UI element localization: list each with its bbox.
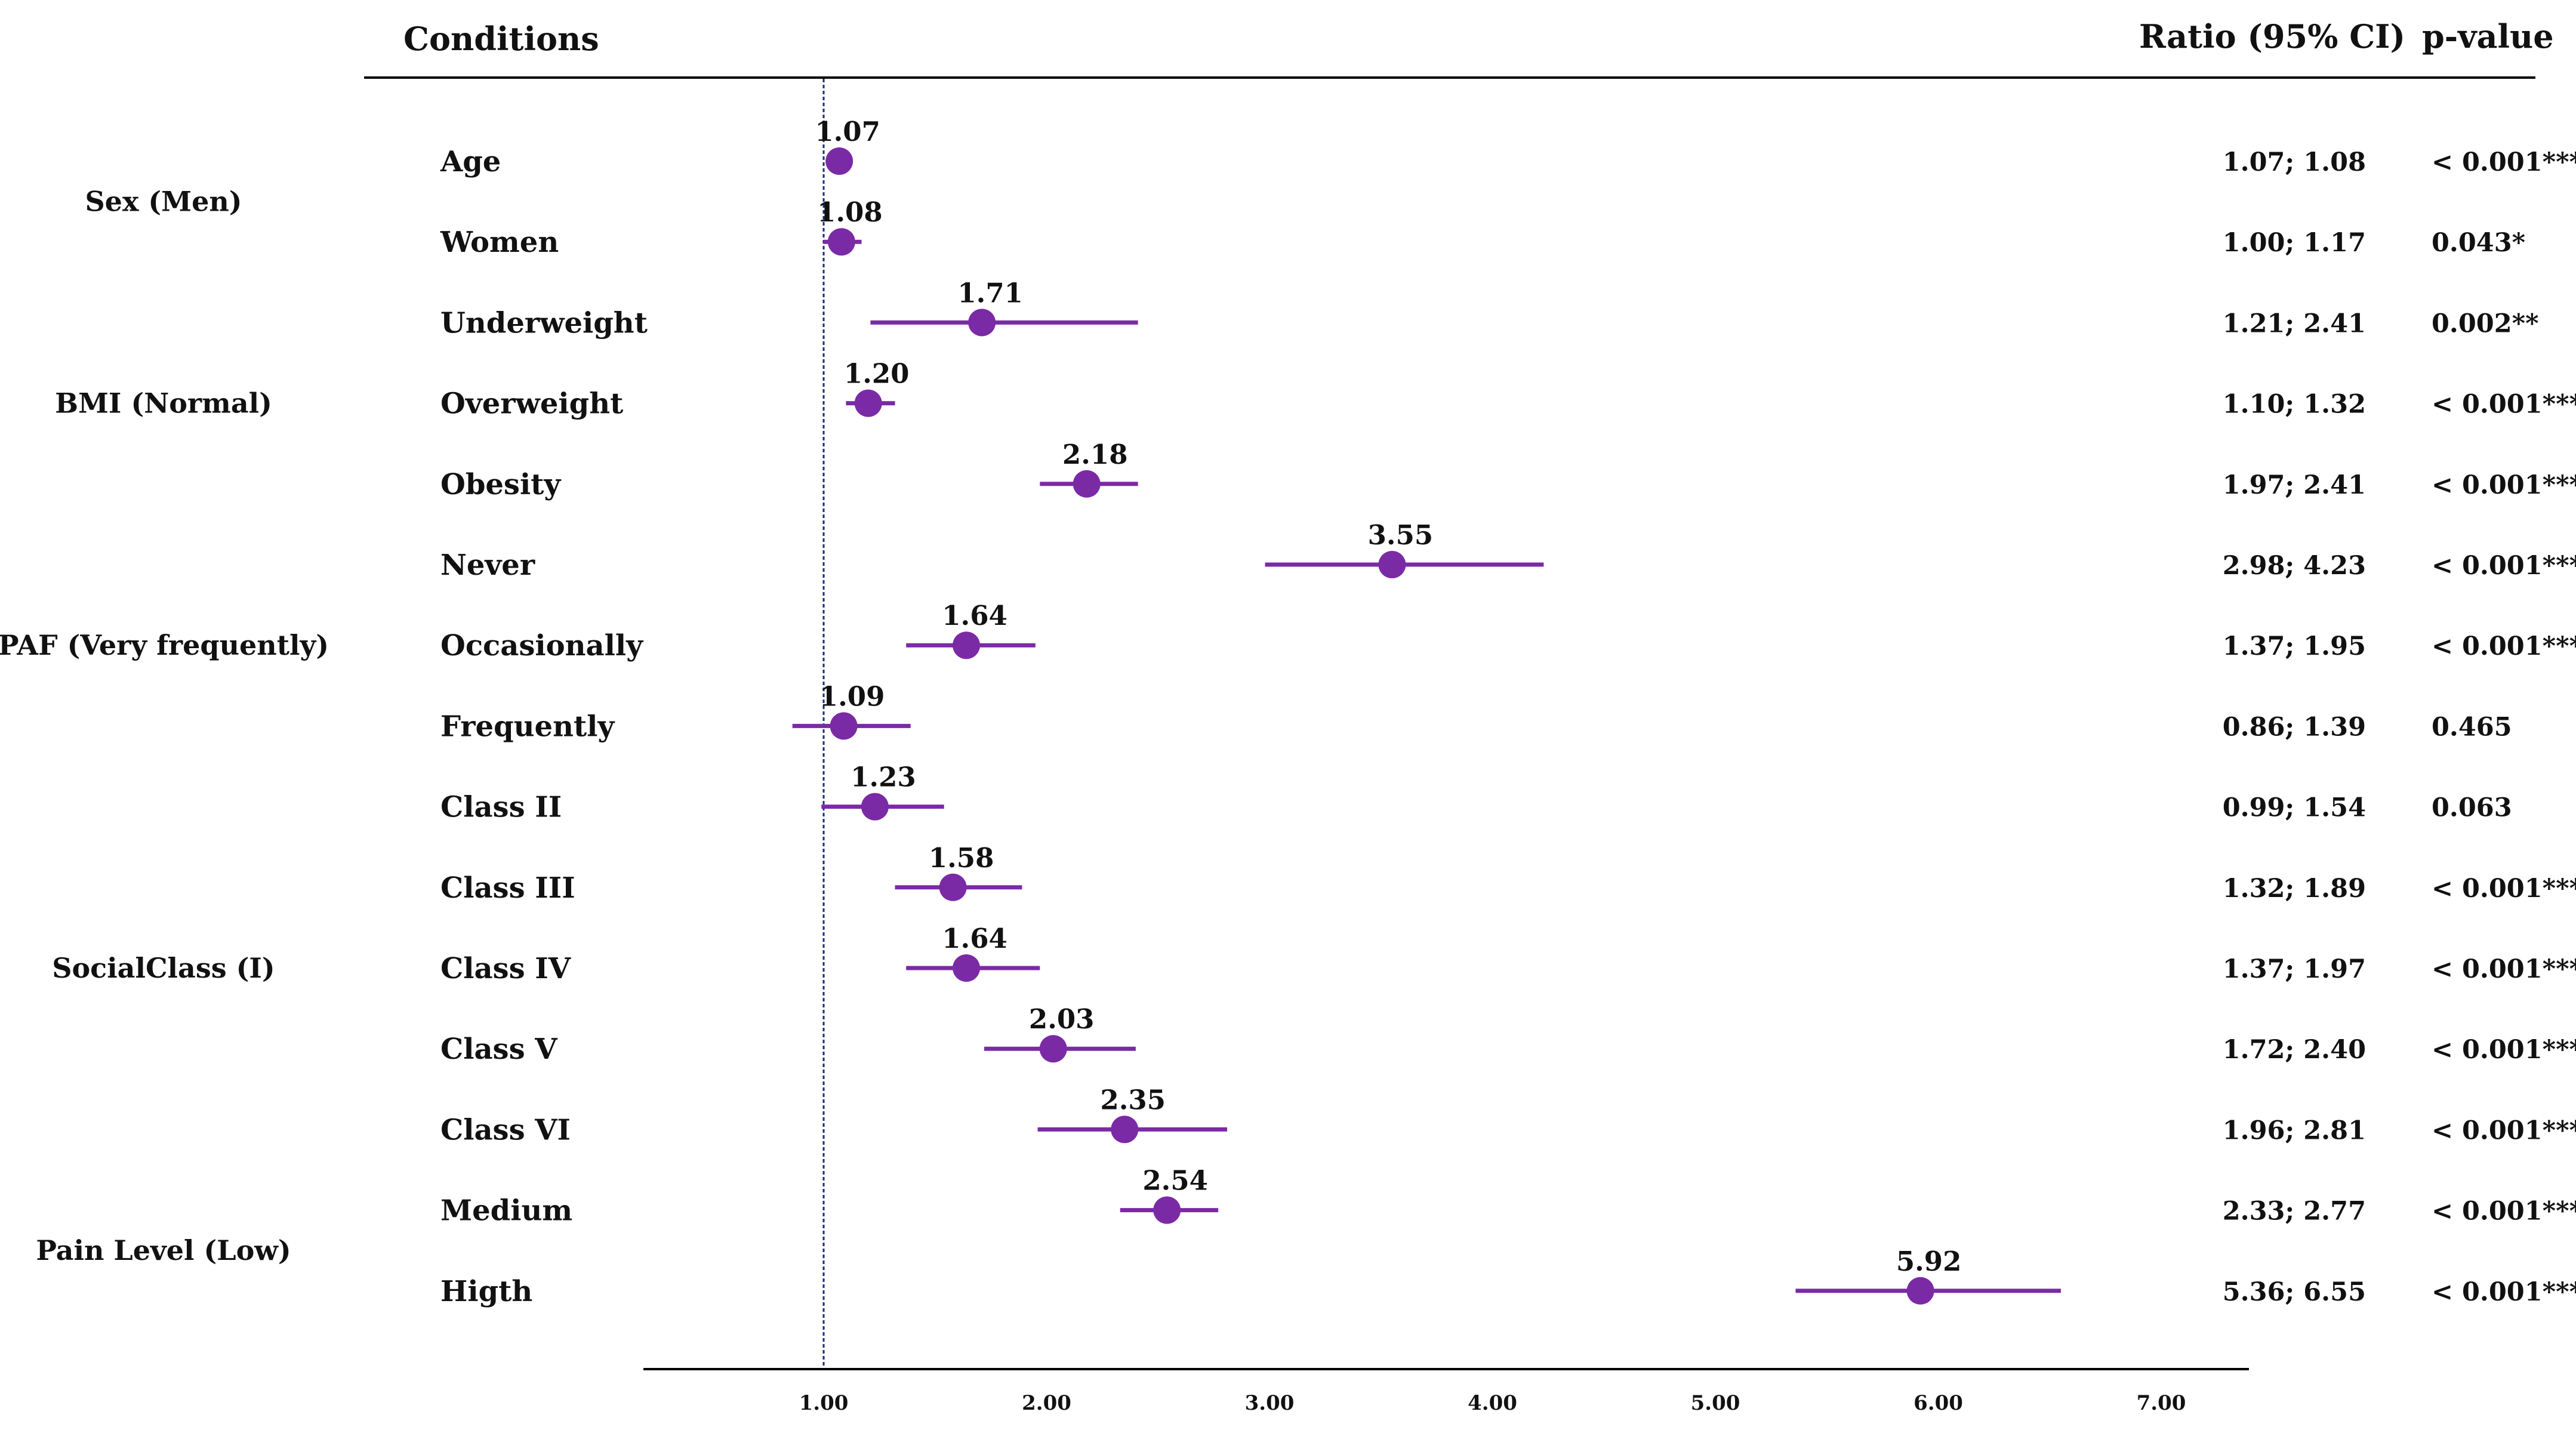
estimate-point: [953, 631, 981, 659]
group-label: PAF (Very frequently): [0, 629, 329, 661]
x-tick-label: 3.00: [1245, 1391, 1295, 1415]
p-value: < 0.001***: [2432, 954, 2576, 984]
group-label: BMI (Normal): [55, 387, 272, 420]
header-ratio-ci: Ratio (95% CI): [2139, 17, 2405, 56]
ci-value: 1.72; 2.40: [2223, 1035, 2366, 1065]
row-label: Underweight: [440, 306, 648, 340]
ci-value: 1.21; 2.41: [2223, 309, 2366, 338]
header-conditions: Conditions: [403, 20, 599, 58]
estimate-label: 1.09: [819, 680, 885, 712]
row-label: Class III: [440, 871, 575, 905]
estimate-label: 1.07: [815, 116, 880, 147]
ci-value: 0.86; 1.39: [2223, 712, 2366, 742]
group-label: Pain Level (Low): [36, 1234, 291, 1266]
estimate-point: [827, 228, 855, 256]
p-value: < 0.001***: [2432, 147, 2576, 177]
estimate-point: [1378, 551, 1406, 578]
estimate-label: 3.55: [1368, 519, 1434, 551]
estimate-label: 1.64: [942, 600, 1007, 631]
estimate-label: 1.23: [851, 762, 916, 793]
estimate-label: 2.03: [1029, 1003, 1095, 1035]
p-value: < 0.001***: [2432, 1277, 2576, 1307]
plot-layer: 1.00 2.00 3.00 4.00 5.00 6.00 7.00 Sex (Men) BMI…: [0, 79, 2576, 1415]
row-label: Class II: [440, 791, 562, 824]
estimate-point: [861, 793, 889, 821]
header-p-value: p-value: [2422, 17, 2554, 56]
ci-value: 1.32; 1.89: [2223, 874, 2366, 904]
p-value: < 0.001***: [2432, 551, 2576, 581]
estimate-point: [939, 873, 967, 901]
p-value: < 0.001***: [2432, 874, 2576, 904]
estimate-point: [1039, 1035, 1067, 1063]
estimate-point: [1073, 470, 1101, 498]
x-tick-label: 2.00: [1022, 1391, 1071, 1415]
p-value: 0.465: [2432, 712, 2512, 742]
ci-value: 1.96; 2.81: [2223, 1115, 2366, 1145]
group-label: SocialClass (I): [52, 952, 275, 984]
row-label: Class IV: [440, 952, 571, 985]
p-value: < 0.001***: [2432, 631, 2576, 661]
ci-value: 1.07; 1.08: [2223, 147, 2366, 177]
estimate-label: 1.08: [817, 196, 883, 228]
row-label: Never: [440, 548, 535, 582]
x-tick-label: 4.00: [1468, 1391, 1517, 1415]
ci-value: 1.00; 1.17: [2223, 228, 2366, 258]
p-value: < 0.001***: [2432, 1197, 2576, 1226]
row-label: Medium: [440, 1194, 572, 1228]
row-label: Occasionally: [440, 629, 644, 662]
estimate-label: 1.58: [929, 842, 994, 874]
x-tick-label: 6.00: [1913, 1391, 1963, 1415]
estimate-point: [1906, 1277, 1934, 1305]
ci-value: 0.99; 1.54: [2223, 793, 2366, 823]
ci-value: 2.33; 2.77: [2223, 1197, 2366, 1226]
estimate-point: [830, 712, 858, 740]
estimate-label: 1.20: [844, 358, 910, 390]
ci-value: 1.37; 1.97: [2223, 954, 2366, 984]
p-value: < 0.001***: [2432, 470, 2576, 500]
estimate-point: [1111, 1115, 1139, 1144]
estimate-label: 2.54: [1142, 1165, 1208, 1197]
estimate-label: 5.92: [1896, 1246, 1962, 1277]
row-label: Obesity: [440, 468, 562, 501]
ci-value: 1.10; 1.32: [2223, 390, 2366, 420]
p-value: 0.002**: [2432, 309, 2539, 338]
row-label: Age: [440, 145, 501, 178]
group-label: Sex (Men): [85, 186, 242, 218]
x-tick-label: 7.00: [2137, 1391, 2186, 1415]
p-value: 0.063: [2432, 793, 2512, 823]
row-label: Class VI: [440, 1113, 571, 1147]
ci-value: 1.97; 2.41: [2223, 470, 2366, 500]
p-value: 0.043*: [2432, 228, 2525, 258]
ci-value: 5.36; 6.55: [2223, 1277, 2366, 1307]
estimate-label: 2.35: [1100, 1084, 1166, 1115]
p-value: < 0.001***: [2432, 1115, 2576, 1145]
ci-value: 1.37; 1.95: [2223, 631, 2366, 661]
estimate-label: 1.71: [957, 277, 1023, 309]
row-label: Overweight: [440, 387, 623, 421]
x-tick-label: 5.00: [1691, 1391, 1740, 1415]
estimate-point: [825, 147, 853, 175]
ci-value: 2.98; 4.23: [2223, 551, 2366, 581]
row-label: Frequently: [440, 710, 615, 743]
estimate-point: [953, 954, 981, 982]
row-label: Higth: [440, 1275, 532, 1308]
estimate-label: 2.18: [1062, 439, 1128, 470]
p-value: < 0.001***: [2432, 390, 2576, 420]
row-label: Women: [440, 226, 559, 259]
x-tick-label: 1.00: [799, 1391, 849, 1415]
estimate-point: [854, 389, 882, 417]
estimate-point: [968, 309, 996, 337]
p-value: < 0.001***: [2432, 1035, 2576, 1065]
row-label: Class V: [440, 1033, 557, 1066]
estimate-label: 1.64: [942, 923, 1007, 954]
estimate-point: [1153, 1196, 1181, 1224]
